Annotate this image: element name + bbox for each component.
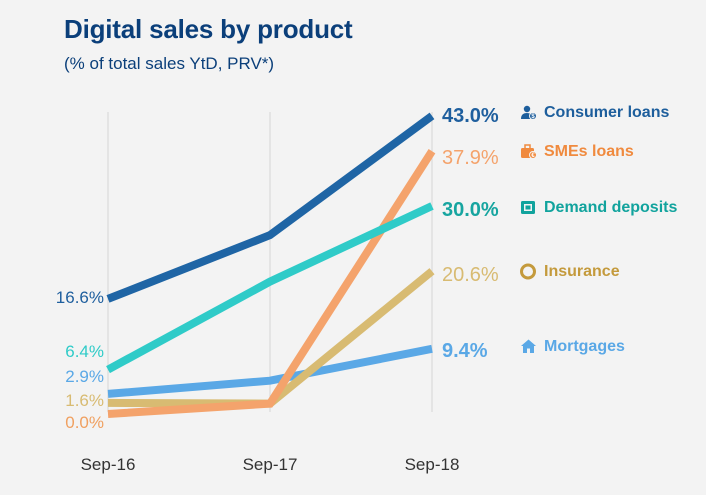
- legend-label: Demand deposits: [544, 199, 678, 216]
- safe-icon: [521, 201, 535, 214]
- legend-label: SMEs loans: [544, 143, 634, 160]
- end-value-label: 30.0%: [442, 199, 499, 221]
- start-value-label: 1.6%: [65, 391, 104, 410]
- start-value-label: 0.0%: [65, 413, 104, 432]
- x-tick-label: Sep-17: [243, 455, 298, 474]
- end-value-label: 37.9%: [442, 147, 499, 169]
- svg-text:€: €: [531, 153, 535, 159]
- legend-label: Mortgages: [544, 338, 625, 355]
- series-line-demand-deposits: [106, 202, 434, 374]
- legend-item-mortgages: Mortgages: [520, 338, 625, 356]
- legend-label: Insurance: [544, 263, 620, 280]
- svg-text:$: $: [531, 114, 535, 120]
- start-value-label: 2.9%: [65, 367, 104, 386]
- end-value-label: 43.0%: [442, 105, 499, 127]
- legend-item-demand-deposits: Demand deposits: [520, 199, 677, 217]
- series-line-mortgages: [107, 344, 433, 398]
- chart-title: Digital sales by product: [64, 14, 353, 44]
- legend-item-insurance: Insurance: [520, 263, 620, 281]
- person-coin-icon: $: [521, 105, 537, 120]
- end-value-label: 9.4%: [442, 340, 488, 362]
- start-value-label: 6.4%: [65, 342, 104, 361]
- house-icon: [521, 339, 536, 353]
- legend-item-consumer-loans: $ Consumer loans: [520, 104, 669, 122]
- lifebuoy-icon: [520, 263, 536, 280]
- series-line-consumer-loans: [106, 112, 435, 303]
- x-tick-label: Sep-16: [81, 455, 136, 474]
- legend-item-smes-loans: € SMEs loans: [520, 143, 634, 161]
- x-tick-label: Sep-18: [405, 455, 460, 474]
- end-value-label: 20.6%: [442, 264, 499, 286]
- start-value-label: 16.6%: [56, 288, 104, 307]
- chart-subtitle: (% of total sales YtD, PRV*): [64, 54, 275, 73]
- legend-label: Consumer loans: [544, 104, 670, 121]
- briefcase-coin-icon: €: [521, 144, 537, 159]
